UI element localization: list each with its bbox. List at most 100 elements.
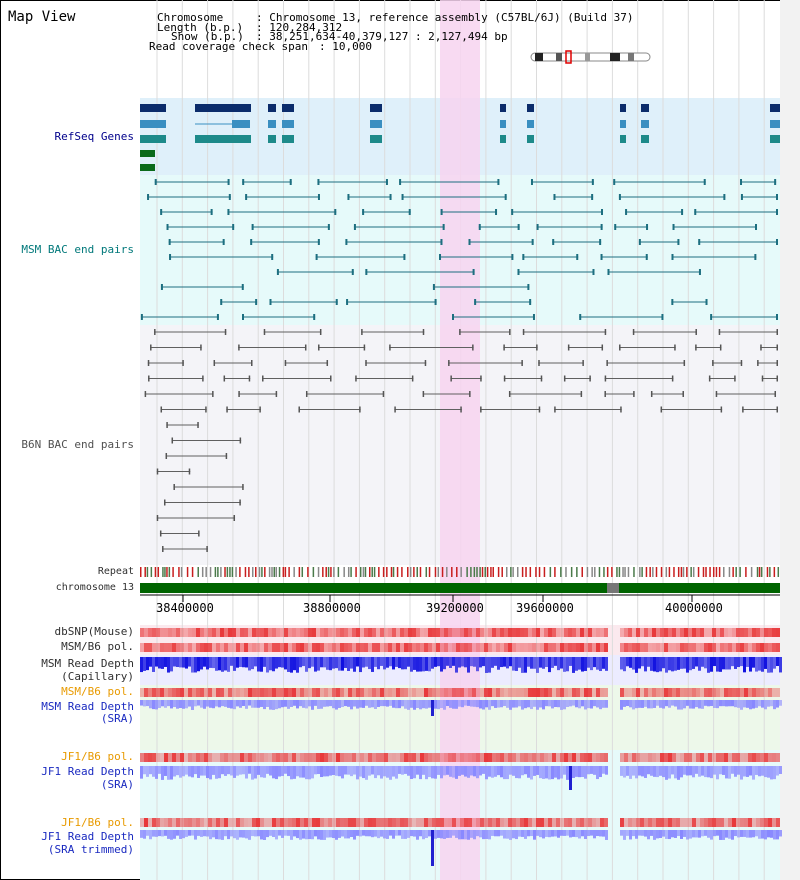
jf1-depth-trim-bin — [542, 830, 545, 839]
msm-depth-sra-bin — [506, 700, 509, 708]
show-value: : 38,251,634-40,379,127 : 2,127,494 bp — [256, 30, 508, 43]
jf1-b6-pol-bin — [184, 818, 188, 827]
track-label-msm-depth-cap-1[interactable]: MSM Read Depth — [41, 657, 134, 670]
track-label-repeat[interactable]: Repeat — [97, 566, 134, 577]
dbsnp-bin — [312, 628, 316, 637]
msm-depth-cap-bin — [713, 657, 716, 667]
msm-depth-sra-bin — [380, 700, 383, 707]
msm-depth-cap-bin — [188, 657, 191, 667]
jf1-depth-sra-bin — [404, 766, 407, 774]
dbsnp-bin — [572, 628, 576, 637]
jf1-depth-trim-bin — [443, 830, 446, 839]
msm-b6-pol-bin — [532, 643, 536, 652]
track-label-chromosome[interactable]: chromosome 13 — [55, 582, 134, 593]
msm-bac-end — [255, 299, 258, 305]
msm-depth-cap-bin — [305, 657, 308, 672]
msm-b6-pol-bin — [700, 688, 704, 697]
jf1-depth-sra-bin — [263, 766, 266, 778]
track-label-jf1-depth-trim-1[interactable]: JF1 Read Depth — [41, 830, 134, 843]
chromosome-value: : Chromosome 13, reference assembly (C57… — [256, 11, 634, 24]
repeat-element — [456, 567, 458, 577]
msm-depth-cap-bin — [524, 657, 527, 673]
msm-bac-end — [511, 254, 514, 260]
jf1-depth-sra-bin — [233, 766, 236, 778]
track-label-msm-b6-pol-1[interactable]: MSM/B6 pol. — [61, 640, 134, 653]
msm-depth-sra-bin — [299, 700, 302, 707]
repeat-element — [307, 567, 309, 577]
msm-depth-sra-bin — [413, 700, 416, 710]
track-label-jf1-b6-pol-2[interactable]: JF1/B6 pol. — [61, 816, 134, 829]
jf1-depth-trim-bin — [434, 830, 437, 839]
msm-depth-sra-bin — [533, 700, 536, 707]
jf1-depth-trim-bin — [317, 830, 320, 840]
msm-bac-end — [347, 194, 350, 200]
msm-b6-pol-bin — [396, 643, 400, 652]
msm-depth-sra-bin — [377, 700, 380, 707]
jf1-depth-sra-bin — [476, 766, 479, 779]
repeat-element — [146, 567, 149, 577]
dbsnp-bin — [188, 628, 192, 637]
jf1-depth-sra-bin — [248, 766, 251, 774]
msm-depth-cap-bin — [641, 657, 644, 667]
jf1-depth-trim-bin — [662, 830, 665, 837]
repeat-element — [692, 567, 695, 577]
msm-b6-pol-bin — [320, 643, 324, 652]
msm-depth-sra-bin — [599, 700, 602, 710]
jf1-b6-pol-bin — [256, 818, 260, 827]
msm-depth-sra-bin — [737, 700, 740, 708]
msm-b6-pol-bin — [656, 688, 660, 697]
jf1-b6-pol-bin — [236, 818, 240, 827]
msm-b6-pol-bin — [424, 688, 428, 697]
track-label-refseq[interactable]: RefSeq Genes — [54, 130, 134, 143]
repeat-element — [690, 567, 692, 577]
dbsnp-bin — [276, 628, 280, 637]
jf1-depth-trim-bin — [689, 830, 692, 839]
msm-b6-pol-bin — [760, 688, 764, 697]
msm-depth-sra-bin — [161, 700, 164, 707]
msm-bac-end — [228, 194, 231, 200]
repeat-element — [570, 567, 573, 577]
jf1-b6-pol-bin — [484, 818, 488, 827]
msm-depth-cap-bin — [530, 657, 533, 669]
b6n-bac-end — [238, 391, 240, 397]
msm-b6-pol-bin — [400, 643, 404, 652]
dbsnp-bin — [268, 628, 272, 637]
jf1-depth-trim-bin — [422, 830, 425, 840]
msm-b6-pol-bin — [176, 643, 180, 652]
dbsnp-bin — [492, 628, 496, 637]
msm-depth-sra-bin — [743, 700, 746, 708]
msm-depth-sra-bin — [575, 700, 578, 708]
track-label-b6n-bac[interactable]: B6N BAC end pairs — [21, 438, 134, 451]
track-label-msm-bac[interactable]: MSM BAC end pairs — [21, 243, 134, 256]
track-label-msm-depth-sra-1[interactable]: MSM Read Depth — [41, 700, 134, 713]
jf1-depth-trim-bin — [410, 830, 413, 837]
msm-b6-pol-bin — [380, 643, 384, 652]
jf1-depth-trim-bin — [368, 830, 371, 837]
msm-b6-pol-bin — [288, 688, 292, 697]
track-label-jf1-b6-pol-1[interactable]: JF1/B6 pol. — [61, 750, 134, 763]
msm-depth-cap-bin — [251, 657, 254, 670]
dbsnp-bin — [152, 628, 156, 637]
jf1-depth-trim-bin — [362, 830, 365, 836]
msm-depth-sra-bin — [275, 700, 278, 710]
msm-depth-sra-bin — [563, 700, 566, 710]
jf1-depth-trim-bin — [686, 830, 689, 840]
jf1-depth-trim-bin — [776, 830, 779, 840]
repeat-element — [497, 567, 500, 577]
jf1-depth-trim-bin — [728, 830, 731, 839]
b6n-bac-end — [459, 329, 461, 335]
msm-b6-pol-bin — [764, 643, 768, 652]
track-label-msm-b6-pol-2[interactable]: MSM/B6 pol. — [61, 685, 134, 698]
track-label-dbsnp[interactable]: dbSNP(Mouse) — [54, 625, 134, 638]
repeat-element — [611, 567, 613, 577]
msm-depth-sra-bin — [452, 700, 455, 709]
dbsnp-bin — [500, 628, 504, 637]
msm-b6-pol-bin — [160, 643, 164, 652]
jf1-depth-sra-bin — [776, 766, 779, 776]
repeat-element — [330, 567, 332, 577]
msm-b6-pol-bin — [696, 688, 700, 697]
jf1-b6-pol-bin — [708, 753, 712, 762]
repeat-element — [178, 567, 180, 577]
track-label-jf1-depth-sra-1[interactable]: JF1 Read Depth — [41, 765, 134, 778]
